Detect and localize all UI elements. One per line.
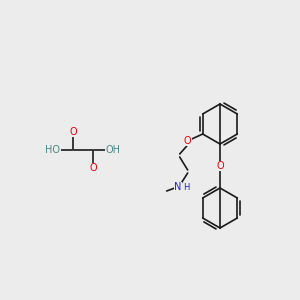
Text: O: O [89, 163, 97, 173]
Text: N: N [174, 182, 182, 192]
Text: O: O [184, 136, 191, 146]
Text: O: O [69, 127, 77, 137]
Text: OH: OH [106, 145, 121, 155]
Text: HO: HO [46, 145, 61, 155]
Text: H: H [184, 184, 190, 193]
Text: O: O [216, 161, 224, 171]
